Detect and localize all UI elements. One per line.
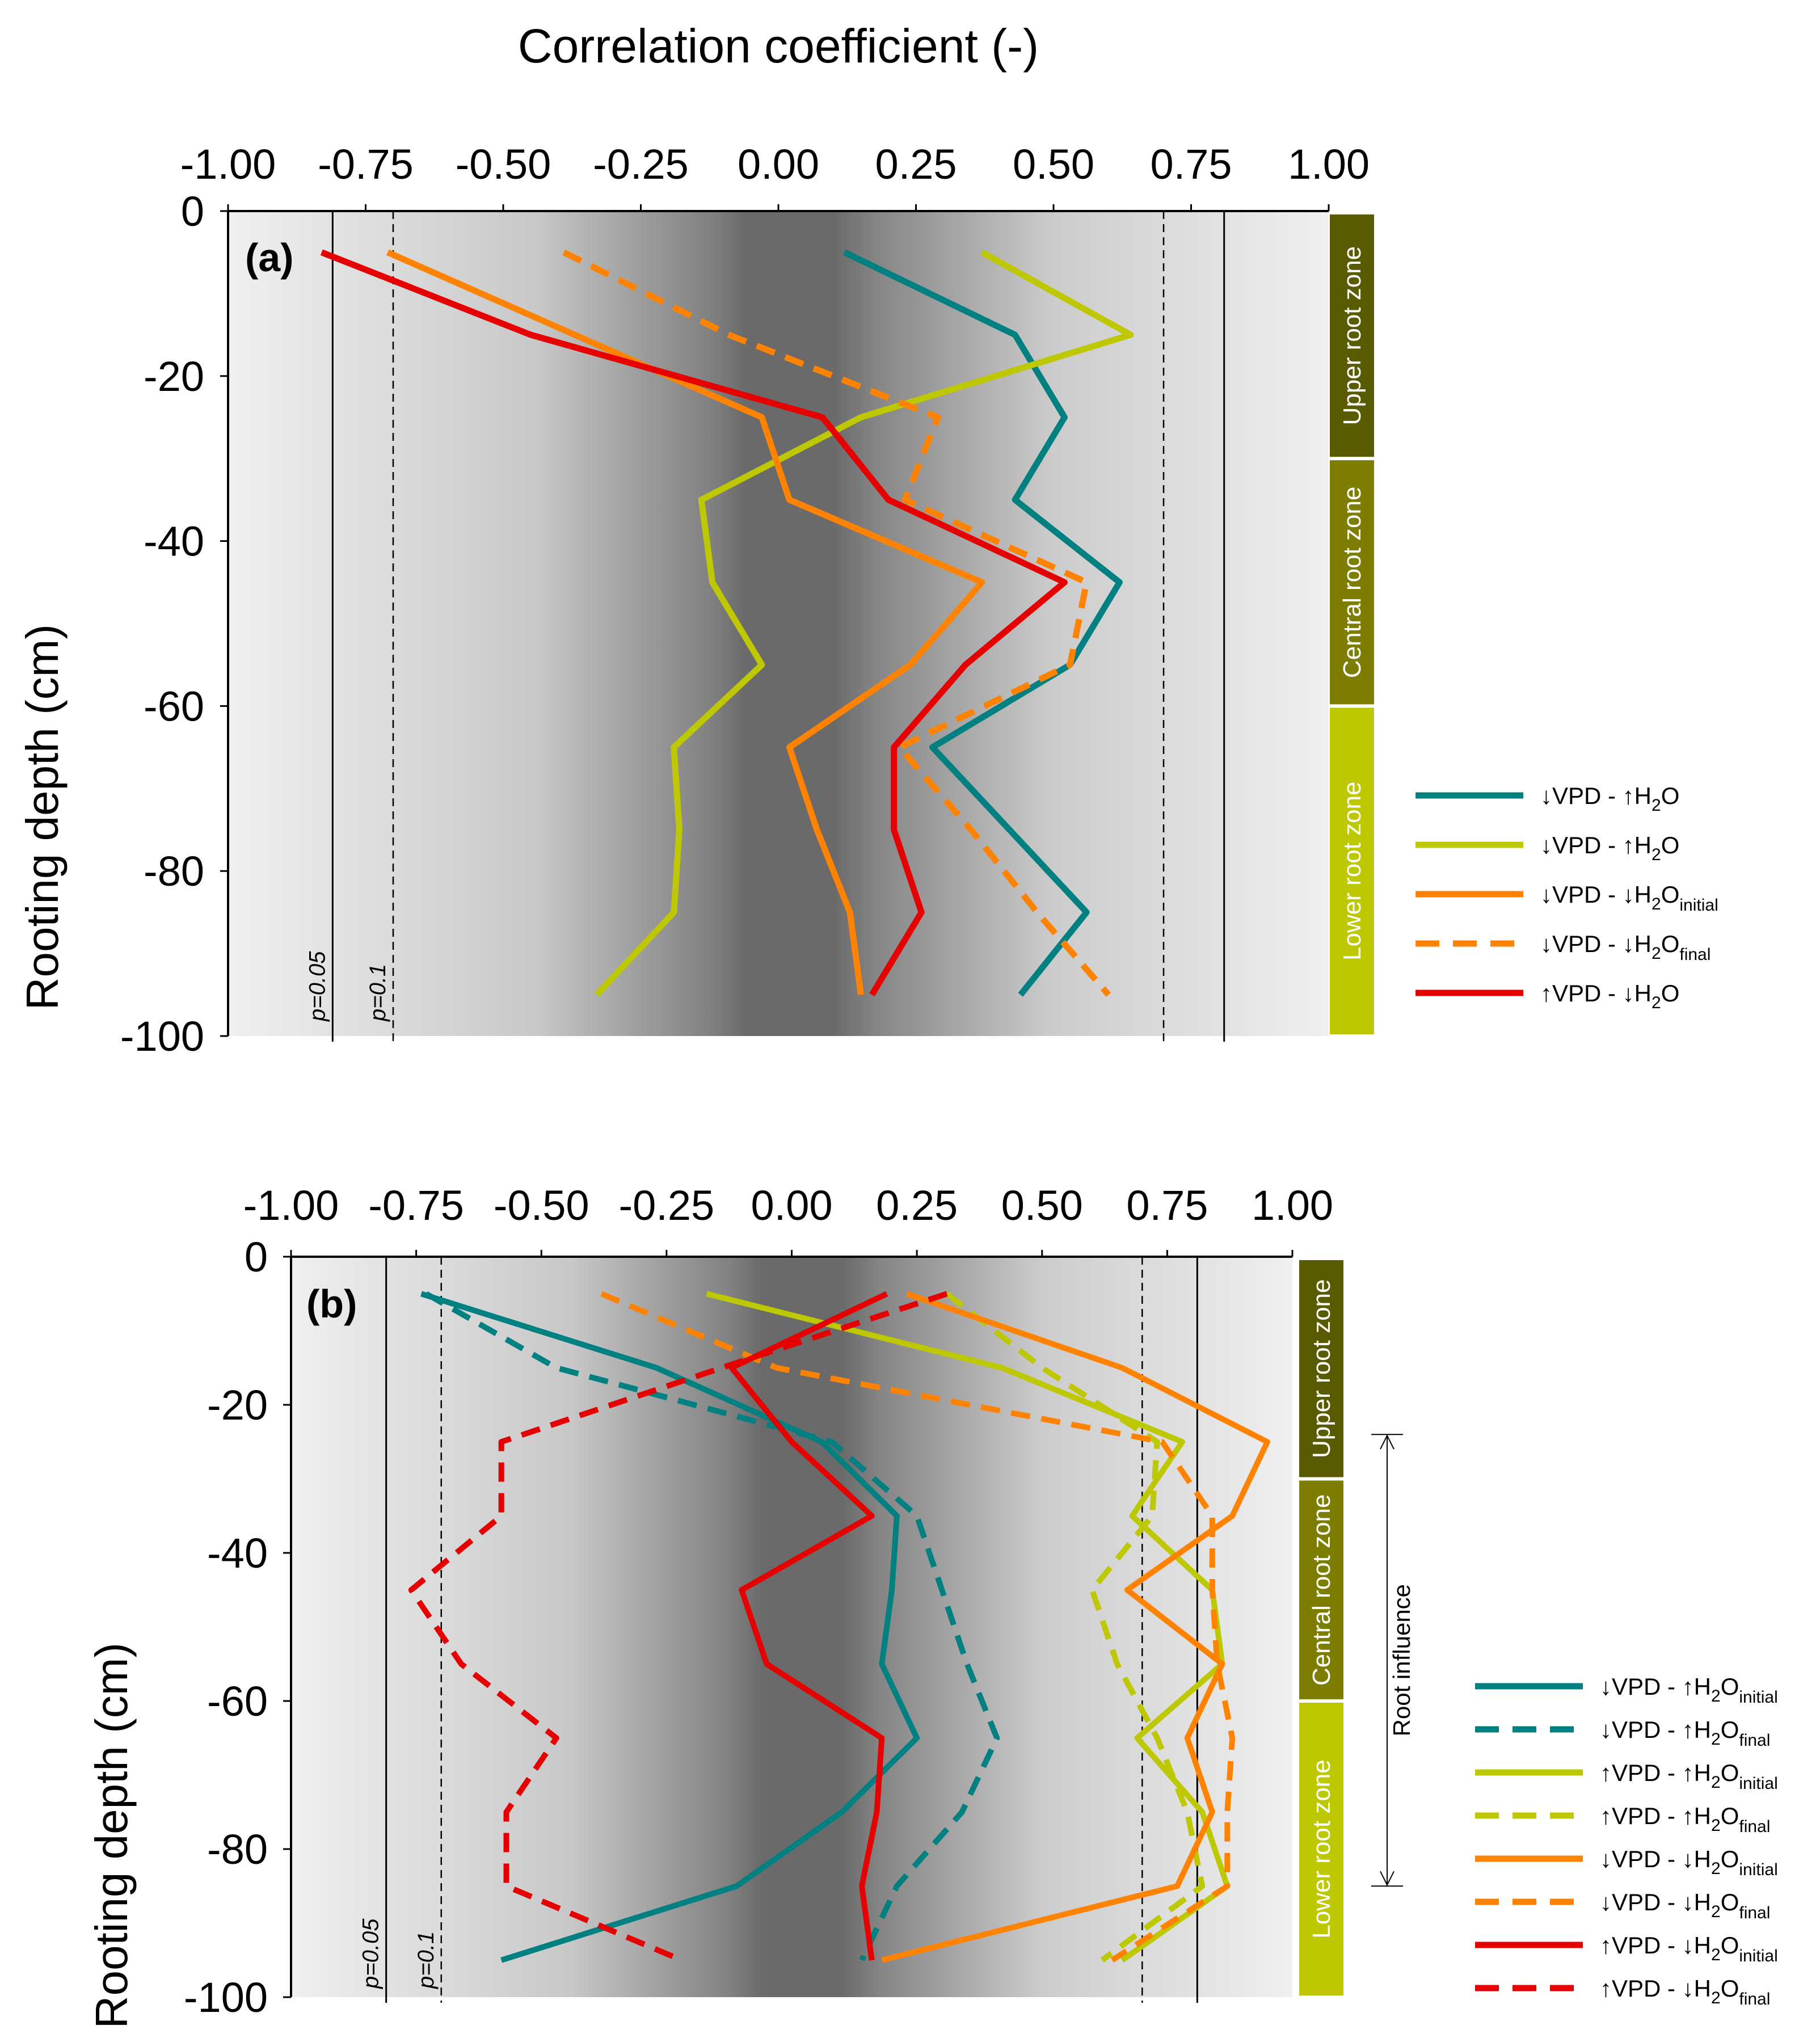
series-line-6 [728,1291,888,1961]
zone-bar-upper [1330,214,1374,457]
legend-entry: ↓VPD - ↑H2O [1540,832,1679,864]
root-influence-label: Root influence [1388,1584,1415,1737]
x-tick-label: 0.00 [751,1182,832,1229]
x-tick-label: 0.00 [738,141,819,188]
legend-entry: ↑VPD - ↑H2Ofinal [1600,1803,1770,1836]
y-tick-label: -20 [207,1382,268,1429]
zone-bar-upper [1299,1260,1343,1477]
x-tick-label: 0.25 [875,141,957,188]
series-a [320,249,1134,997]
x-ticks-b: -1.00 -0.75 -0.50 -0.25 0.00 0.25 0.50 0.75 1.00 [243,1182,1333,1258]
legend-b: ↓VPD - ↑H2Oinitial ↓VPD - ↑H2Ofinal ↑VPD -… [1475,1673,1778,2008]
series-b [408,1291,1270,1963]
panel-b-background [291,1257,1292,1997]
x-tick-label: 0.75 [1150,141,1232,188]
root-influence-arrow-down [1380,1871,1395,1887]
panel-a: p=0.05 p=0.1 Upper root zone Central root … [17,141,1718,1060]
chart-title: Correlation coefficient (-) [518,19,1039,73]
x-ticks-a: -1.00 -0.75 -0.50 -0.25 0.00 0.25 0.50 0.75 1.00 [180,141,1370,212]
significance-label: p=0.05 [359,1918,384,1989]
legend-entry: ↓VPD - ↑H2Ofinal [1600,1716,1770,1750]
legend-entry: ↑VPD - ↑H2Oinitial [1600,1759,1778,1793]
y-tick-label: 0 [181,188,204,235]
zone-bar-lower [1299,1703,1343,1995]
x-tick-label: 0.25 [876,1182,958,1229]
zone-label: Upper root zone [1308,1279,1335,1458]
y-tick-label: -80 [144,848,204,895]
y-tick-label: -100 [184,1974,268,2021]
x-tick-label: -0.75 [318,141,414,188]
series-line-7 [408,1291,948,1963]
series-line-3 [562,249,1111,997]
y-tick-label: -100 [120,1013,204,1060]
y-axis-title-b: Rooting depth (cm) [86,1643,137,2028]
x-tick-label: -0.25 [593,141,689,188]
zone-label: Lower root zone [1308,1759,1335,1939]
root-influence-bracket: Root influence [1371,1434,1415,1887]
legend-entry: ↓VPD - ↓H2Oinitial [1600,1846,1778,1879]
significance-lines-a: p=0.05 p=0.1 [305,211,1225,1042]
x-tick-label: -0.75 [368,1182,464,1229]
significance-label: p=0.1 [365,964,390,1022]
panel-a-background [228,211,1329,1036]
x-tick-label: -0.50 [456,141,551,188]
x-tick-label: -0.25 [619,1182,715,1229]
x-tick-label: 0.75 [1126,1182,1208,1229]
zone-label: Lower root zone [1338,781,1366,961]
y-tick-label: 0 [245,1233,268,1281]
x-tick-label: 1.00 [1288,141,1370,188]
y-ticks-b: 0 -20 -40 -60 -80 -100 [184,1233,292,2021]
series-line-4 [320,249,1068,997]
zone-label: Central root zone [1338,487,1366,679]
x-tick-label: 0.50 [1013,141,1094,188]
y-tick-label: -40 [207,1530,268,1577]
significance-label: p=0.05 [305,951,330,1022]
panel-b: p=0.05 p=0.1 Upper root zone Central root … [86,1182,1778,2028]
y-tick-label: -60 [144,683,204,730]
zone-label: Central root zone [1308,1494,1335,1686]
y-tick-label: -40 [144,518,204,565]
root-zones-a: Upper root zone Central root zone Lower ro… [1330,214,1374,1034]
series-line-0 [420,1291,920,1963]
legend-entry: ↓VPD - ↑H2Oinitial [1600,1673,1778,1707]
legend-entry: ↓VPD - ↓H2Oinitial [1540,881,1718,915]
legend-entry: ↓VPD - ↓H2Ofinal [1540,930,1711,964]
series-line-5 [600,1291,1236,1963]
panel-label-b: (b) [306,1282,357,1326]
x-tick-label: 0.50 [1001,1182,1083,1229]
legend-entry: ↑VPD - ↓H2Oinitial [1600,1932,1778,1965]
root-influence-arrow-up [1380,1434,1395,1450]
y-tick-label: -60 [207,1678,268,1725]
legend-entry: ↑VPD - ↓H2Ofinal [1600,1975,1770,2008]
series-line-1 [424,1291,1000,1961]
zone-bar-central [1330,460,1374,705]
zone-bar-lower [1330,708,1374,1034]
series-line-4 [881,1291,1270,1963]
legend-a: ↓VPD - ↑H2O ↓VPD - ↑H2O ↓VPD - ↓H2Oinitial… [1415,782,1718,1012]
zone-label: Upper root zone [1338,246,1366,426]
significance-label: p=0.1 [414,1931,439,1989]
zone-bar-central [1299,1480,1343,1699]
legend-entry: ↓VPD - ↑H2O [1540,782,1679,815]
root-zones-b: Upper root zone Central root zone Lower ro… [1299,1260,1343,1995]
y-ticks-a: 0 -20 -40 -60 -80 -100 [120,188,229,1060]
y-tick-label: -80 [207,1826,268,1873]
y-axis-title-a: Rooting depth (cm) [17,624,68,1010]
panel-label-a: (a) [245,235,294,280]
series-line-0 [843,249,1123,997]
legend-entry: ↑VPD - ↓H2O [1540,980,1679,1012]
y-tick-label: -20 [144,353,204,400]
x-tick-label: -1.00 [180,141,276,188]
x-tick-label: -1.00 [243,1182,339,1229]
series-line-1 [594,249,1134,997]
legend-entry: ↓VPD - ↓H2Ofinal [1600,1889,1770,1922]
x-tick-label: -0.50 [494,1182,589,1229]
x-tick-label: 1.00 [1252,1182,1333,1229]
